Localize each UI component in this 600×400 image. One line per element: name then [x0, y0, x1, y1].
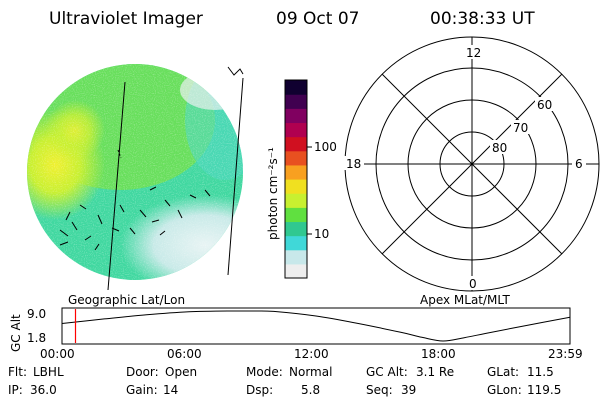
- mlt-label-12: 12: [466, 46, 481, 60]
- mlt-label-6: 6: [575, 157, 583, 171]
- plot-marks: [61, 309, 571, 343]
- colorbar-frame: [284, 79, 308, 279]
- status-filter-label: Flt:: [8, 365, 27, 379]
- status-ip-label: IP:: [8, 383, 23, 397]
- status-gcalt-label: GC Alt:: [366, 365, 408, 379]
- status-glon-value: 119.5: [527, 383, 561, 397]
- colorbar: 100 10 photon cm⁻²s⁻¹: [266, 79, 337, 279]
- colorbar-segment: [285, 150, 307, 166]
- altitude-plot: GC Alt 9.0 1.8 00:00 06:00 12:00 18:00 2…: [9, 307, 583, 361]
- header-date: 09 Oct 07: [276, 9, 359, 29]
- status-seq-value: 39: [401, 383, 416, 397]
- mlat-label-60: 60: [537, 98, 552, 112]
- mlat-label-70: 70: [513, 121, 528, 135]
- status-seq-label: Seq:: [366, 383, 393, 397]
- colorbar-tick-10: 10: [314, 227, 329, 241]
- colorbar-segment: [285, 235, 307, 251]
- status-filter-value: LBHL: [33, 365, 64, 379]
- colorbar-segment: [285, 221, 307, 237]
- colorbar-segment: [285, 108, 307, 124]
- status-dsp-label: Dsp:: [246, 383, 273, 397]
- status-door-label: Door:: [126, 365, 159, 379]
- mlt-label-18: 18: [346, 157, 361, 171]
- status-glat-label: GLat:: [487, 365, 519, 379]
- ytick-bottom: 1.8: [27, 331, 46, 345]
- header-time: 00:38:33 UT: [430, 9, 535, 29]
- plot-frame: [61, 307, 571, 345]
- colorbar-segment: [285, 80, 307, 95]
- status-mode-value: Normal: [289, 365, 332, 379]
- status-gcalt-value: 3.1 Re: [416, 365, 454, 379]
- colorbar-gradient: [285, 80, 307, 279]
- colorbar-segment: [285, 94, 307, 109]
- colorbar-unit-label: photon cm⁻²s⁻¹: [266, 147, 280, 240]
- colorbar-segment: [285, 263, 307, 279]
- xtick-4: 23:59: [548, 347, 583, 361]
- status-mode-label: Mode:: [246, 365, 283, 379]
- status-dsp-value: 5.8: [301, 383, 320, 397]
- xtick-3: 18:00: [421, 347, 456, 361]
- apex-projection-label: Apex MLat/MLT: [420, 293, 510, 307]
- colorbar-segment: [285, 207, 307, 223]
- altitude-curve: [61, 310, 571, 342]
- xtick-0: 00:00: [40, 347, 75, 361]
- uv-image-disk: [27, 64, 243, 280]
- ytick-top: 9.0: [27, 307, 46, 321]
- status-gain-label: Gain:: [126, 383, 158, 397]
- mlt-label-0: 0: [469, 277, 477, 291]
- instrument-title: Ultraviolet Imager: [49, 9, 203, 29]
- status-glon-label: GLon:: [487, 383, 522, 397]
- mlat-label-80: 80: [492, 141, 507, 155]
- plot-ylabel: GC Alt: [9, 314, 23, 352]
- colorbar-segment: [285, 122, 307, 138]
- colorbar-segment: [285, 179, 307, 194]
- colorbar-segment: [285, 249, 307, 265]
- status-bar: Flt: LBHL Door: Open Mode: Normal GC Alt…: [8, 365, 561, 397]
- colorbar-segment: [285, 136, 307, 152]
- geo-overlay: [59, 66, 244, 291]
- geo-projection-label: Geographic Lat/Lon: [68, 293, 185, 307]
- status-glat-value: 11.5: [527, 365, 554, 379]
- status-ip-value: 36.0: [30, 383, 57, 397]
- polar-grid: [344, 36, 600, 292]
- colorbar-segment: [285, 193, 307, 208]
- status-door-value: Open: [165, 365, 197, 379]
- xtick-2: 12:00: [294, 347, 329, 361]
- colorbar-tick-100: 100: [314, 140, 337, 154]
- xtick-1: 06:00: [167, 347, 202, 361]
- colorbar-segment: [285, 164, 307, 180]
- status-gain-value: 14: [163, 383, 178, 397]
